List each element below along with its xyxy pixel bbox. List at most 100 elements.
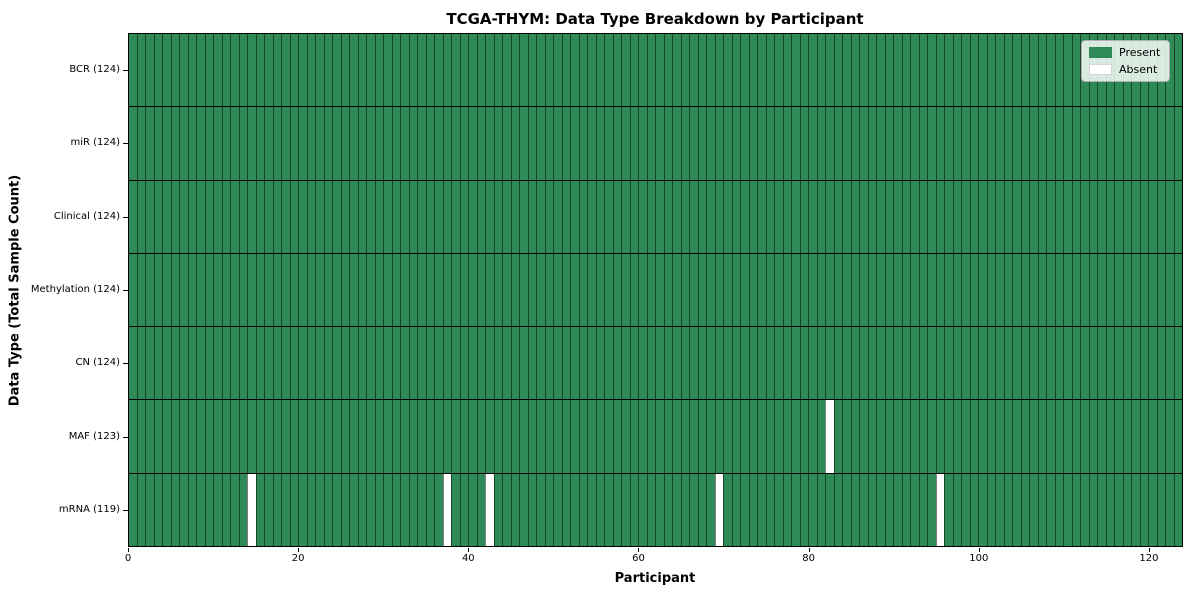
present-cell-mRNA-44 <box>502 473 511 546</box>
present-cell-BCR-12 <box>230 34 239 107</box>
present-cell-Clinical-9 <box>204 180 213 253</box>
present-cell-Clinical-19 <box>289 180 298 253</box>
present-cell-MAF-36 <box>434 400 443 473</box>
present-cell-BCR-25 <box>340 34 349 107</box>
present-cell-Clinical-31 <box>391 180 400 253</box>
present-cell-BCR-110 <box>1063 34 1072 107</box>
present-cell-Methylation-28 <box>366 253 375 327</box>
present-cell-MAF-28 <box>366 400 375 473</box>
present-cell-CN-108 <box>1046 327 1055 400</box>
present-cell-Clinical-76 <box>774 180 783 253</box>
present-cell-miR-90 <box>893 107 902 180</box>
present-cell-Methylation-102 <box>995 253 1004 327</box>
present-cell-MAF-31 <box>391 400 400 473</box>
present-cell-BCR-103 <box>1003 34 1012 107</box>
present-cell-miR-19 <box>289 107 298 180</box>
present-cell-miR-37 <box>442 107 451 180</box>
present-cell-BCR-30 <box>383 34 392 107</box>
present-cell-CN-46 <box>519 327 528 400</box>
present-cell-mRNA-56 <box>604 473 613 546</box>
present-cell-Clinical-21 <box>306 180 315 253</box>
present-cell-MAF-15 <box>255 400 264 473</box>
present-cell-MAF-68 <box>706 400 715 473</box>
present-cell-MAF-109 <box>1054 400 1063 473</box>
present-cell-mRNA-88 <box>876 473 885 546</box>
present-cell-miR-59 <box>629 107 638 180</box>
absent-cell-mRNA-37 <box>442 473 451 546</box>
present-cell-CN-61 <box>646 327 655 400</box>
present-cell-Methylation-108 <box>1046 253 1055 327</box>
ytick-mark-Clinical <box>123 216 128 218</box>
present-cell-CN-110 <box>1063 327 1072 400</box>
present-cell-Clinical-61 <box>646 180 655 253</box>
present-cell-mRNA-36 <box>434 473 443 546</box>
present-cell-MAF-42 <box>485 400 494 473</box>
present-cell-Clinical-35 <box>425 180 434 253</box>
present-cell-MAF-7 <box>187 400 196 473</box>
present-cell-BCR-6 <box>179 34 188 107</box>
present-cell-Clinical-26 <box>349 180 358 253</box>
legend: Present Absent <box>1081 40 1171 82</box>
present-cell-miR-51 <box>561 107 570 180</box>
present-cell-BCR-32 <box>400 34 409 107</box>
present-cell-BCR-69 <box>714 34 723 107</box>
present-cell-MAF-90 <box>893 400 902 473</box>
present-cell-mRNA-33 <box>408 473 417 546</box>
present-cell-BCR-86 <box>859 34 868 107</box>
present-cell-Clinical-57 <box>612 180 621 253</box>
present-cell-miR-70 <box>723 107 732 180</box>
present-cell-miR-15 <box>255 107 264 180</box>
present-cell-BCR-45 <box>510 34 519 107</box>
present-cell-CN-41 <box>476 327 485 400</box>
present-cell-MAF-113 <box>1088 400 1097 473</box>
present-cell-MAF-66 <box>689 400 698 473</box>
present-cell-Methylation-122 <box>1165 253 1174 327</box>
absent-cell-mRNA-95 <box>935 473 944 546</box>
present-cell-mRNA-100 <box>978 473 987 546</box>
present-cell-Methylation-55 <box>595 253 604 327</box>
present-cell-Clinical-96 <box>944 180 953 253</box>
present-cell-MAF-39 <box>459 400 468 473</box>
present-cell-MAF-47 <box>527 400 536 473</box>
present-cell-Methylation-36 <box>434 253 443 327</box>
present-cell-miR-26 <box>349 107 358 180</box>
present-cell-Clinical-56 <box>604 180 613 253</box>
present-cell-CN-76 <box>774 327 783 400</box>
present-cell-miR-3 <box>153 107 162 180</box>
present-cell-MAF-33 <box>408 400 417 473</box>
present-cell-CN-11 <box>221 327 230 400</box>
present-cell-MAF-8 <box>196 400 205 473</box>
present-cell-mRNA-48 <box>536 473 545 546</box>
present-cell-Clinical-104 <box>1012 180 1021 253</box>
present-cell-CN-95 <box>935 327 944 400</box>
present-cell-Methylation-118 <box>1131 253 1140 327</box>
present-cell-CN-98 <box>961 327 970 400</box>
present-cell-CN-17 <box>272 327 281 400</box>
present-cell-Clinical-89 <box>884 180 893 253</box>
present-cell-Clinical-39 <box>459 180 468 253</box>
row-mRNA <box>129 472 1182 546</box>
present-cell-MAF-92 <box>910 400 919 473</box>
present-cell-Methylation-82 <box>825 253 834 327</box>
present-cell-BCR-16 <box>264 34 273 107</box>
present-cell-CN-59 <box>629 327 638 400</box>
present-cell-BCR-52 <box>570 34 579 107</box>
present-cell-Clinical-120 <box>1148 180 1157 253</box>
present-cell-miR-65 <box>680 107 689 180</box>
present-cell-Methylation-3 <box>153 253 162 327</box>
present-cell-mRNA-99 <box>969 473 978 546</box>
present-cell-MAF-52 <box>570 400 579 473</box>
legend-label-absent: Absent <box>1119 63 1158 76</box>
present-cell-mRNA-70 <box>723 473 732 546</box>
present-cell-Clinical-45 <box>510 180 519 253</box>
present-cell-mRNA-103 <box>1003 473 1012 546</box>
present-cell-CN-31 <box>391 327 400 400</box>
ytick-mark-MAF <box>123 436 128 438</box>
present-cell-MAF-50 <box>553 400 562 473</box>
present-cell-Methylation-57 <box>612 253 621 327</box>
present-cell-BCR-79 <box>799 34 808 107</box>
present-cell-BCR-24 <box>332 34 341 107</box>
present-cell-BCR-0 <box>129 34 137 107</box>
present-cell-miR-81 <box>816 107 825 180</box>
present-cell-CN-64 <box>672 327 681 400</box>
